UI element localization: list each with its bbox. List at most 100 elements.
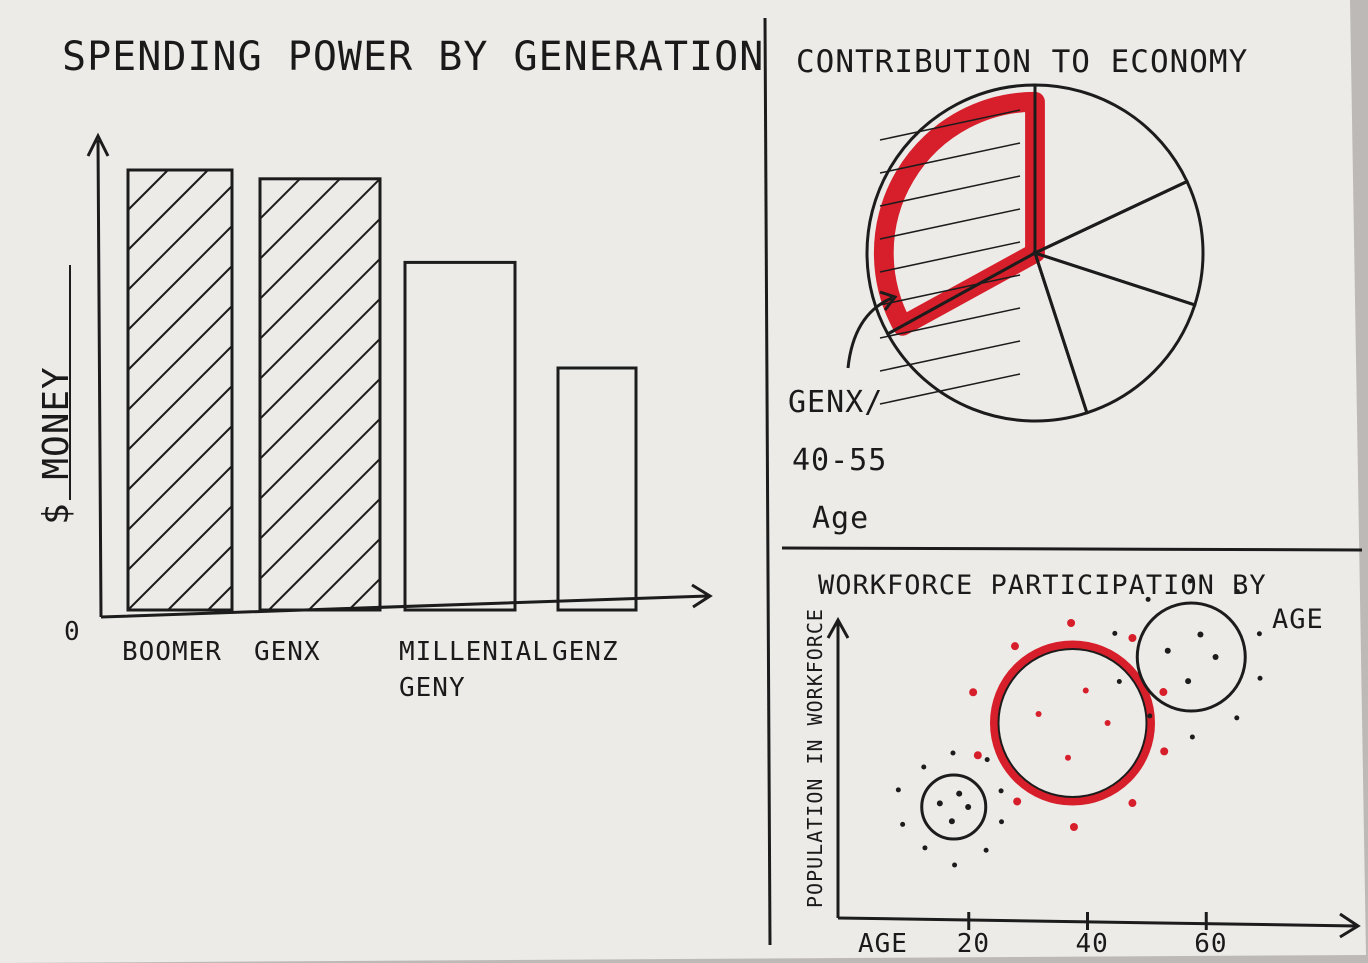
bubble-2-dot [1128, 799, 1137, 808]
pie-highlight-outline [873, 91, 1045, 336]
bubble-1-dot [921, 764, 927, 770]
bubble-3-dot [1112, 630, 1118, 636]
bubble-1-inner-dot [965, 804, 972, 810]
bar-2-hatching [259, 178, 381, 611]
hatch-line [879, 175, 1021, 207]
bubble-3-inner-dot [1185, 678, 1192, 685]
bubble-1-dot [895, 787, 901, 793]
bubble-1-dot [999, 819, 1005, 825]
bubble-1-inner-dot [956, 790, 963, 797]
bar-label-4-line-1: GENZ [552, 637, 619, 667]
x-tick-label-3: 60 [1194, 929, 1227, 959]
hatch-line [127, 169, 169, 211]
bubble-3-dot [1256, 631, 1262, 637]
bubble-chart-axes [826, 616, 1361, 939]
bar-label-3-line-1: MILLENIAL [399, 637, 549, 667]
bubble-3-inner-dot [1197, 631, 1204, 638]
x-tick-label-2: 40 [1076, 929, 1109, 959]
bubble-y-axis-label: POPULATION IN WORKFORCE [803, 608, 827, 908]
bubble-1-dot [900, 821, 906, 827]
bubble-2-dot [1160, 747, 1169, 756]
bubble-3-dot [1257, 675, 1263, 681]
bar-y-axis [86, 132, 110, 618]
hatch-line [127, 425, 233, 531]
callout-arrow-head [879, 290, 898, 311]
bubble-x-axis-label: AGE [858, 929, 908, 959]
hatch-line [879, 142, 1021, 174]
hatch-line [259, 418, 381, 540]
bubble-2-dot [969, 688, 978, 697]
bubble-series [895, 578, 1263, 868]
bubble-2-dot [1069, 822, 1078, 831]
bubble-2-dot [1013, 797, 1022, 806]
bar-3 [403, 260, 517, 612]
pie-callout-line-1: GENX/ [788, 385, 883, 420]
bubble-y-axis [826, 616, 850, 918]
bubble-3-dot [1145, 596, 1151, 602]
pie-slice-3 [1030, 179, 1205, 307]
pie-chart [865, 83, 1205, 423]
bubble-1 [920, 773, 988, 841]
bubble-3-inner-dot [1164, 647, 1171, 654]
bar-4 [556, 366, 638, 612]
bubble-2-outline [997, 648, 1148, 798]
pie-highlight-hatching [879, 109, 1021, 405]
pie-slice-4 [1032, 250, 1197, 415]
pie-slice-5 [885, 250, 1089, 423]
bubble-1-dot [998, 788, 1004, 794]
bubble-3-dot [1189, 734, 1195, 740]
hatch-line [127, 185, 233, 291]
hatch-line [259, 178, 301, 220]
bar-1-hatching [127, 169, 233, 611]
hatch-line [308, 538, 381, 611]
bubble-1-dot [950, 750, 956, 756]
bubble-3 [1135, 601, 1247, 713]
bar-zero-tick: 0 [64, 617, 81, 647]
bubble-1-inner-dot [936, 800, 943, 807]
hatch-line [879, 307, 1021, 339]
bubble-1-dot [983, 847, 989, 853]
hatch-line [879, 274, 1021, 306]
bubble-3-dot [1234, 715, 1240, 721]
bubble-2-inner-dot [1104, 720, 1111, 726]
hatch-line [127, 169, 209, 251]
bubble-2-inner-dot [1082, 687, 1089, 694]
bubble-1-dot [952, 862, 958, 868]
hatch-line [259, 458, 381, 580]
hatch-line [259, 298, 381, 420]
bubble-3-dot [1234, 589, 1240, 595]
bubble-2-dot [1067, 619, 1076, 628]
hatch-line [127, 225, 233, 331]
hatch-line [127, 305, 233, 411]
bubble-2-inner-dot [1064, 754, 1071, 761]
bubble-3-dot [1187, 578, 1193, 584]
hatch-line [259, 258, 381, 380]
bubble-chart-title: WORKFORCE PARTICIPATION BY AGE [818, 570, 1324, 635]
bubble-x-ticks: 20 40 60 [957, 912, 1227, 959]
bar-series [126, 168, 638, 612]
bubble-2-inner-dot [1035, 711, 1042, 718]
bubble-chart-panel: WORKFORCE PARTICIPATION BY AGE POPULATIO… [803, 570, 1361, 959]
bubble-3-dot [1147, 713, 1153, 719]
bar-2 [258, 177, 382, 612]
bubble-3-dot [1116, 679, 1122, 685]
pie-slice-2 [1033, 83, 1190, 256]
hatch-line [259, 378, 381, 500]
hatch-line [879, 373, 1021, 405]
bar-label-3-line-2: GENY [399, 673, 466, 703]
bar-1 [126, 168, 234, 612]
bubble-2-dot [1128, 634, 1137, 643]
bar-chart-panel: SPENDING POWER BY GENERATION $ MONEY 0 B… [36, 34, 763, 703]
hatch-line [127, 265, 233, 371]
bubble-2 [990, 640, 1155, 806]
bubble-2-dot [1159, 688, 1168, 697]
pie-chart-title: CONTRIBUTION TO ECONOMY [796, 44, 1248, 80]
hatch-line [879, 109, 1021, 141]
bar-label-2-line-1: GENX [254, 637, 321, 667]
hatch-line [167, 545, 233, 611]
vertical-divider [763, 17, 772, 946]
callout-arrow [846, 296, 893, 369]
bar-y-axis-label: $ MONEY [36, 366, 77, 525]
bubble-1-dot [922, 845, 928, 851]
